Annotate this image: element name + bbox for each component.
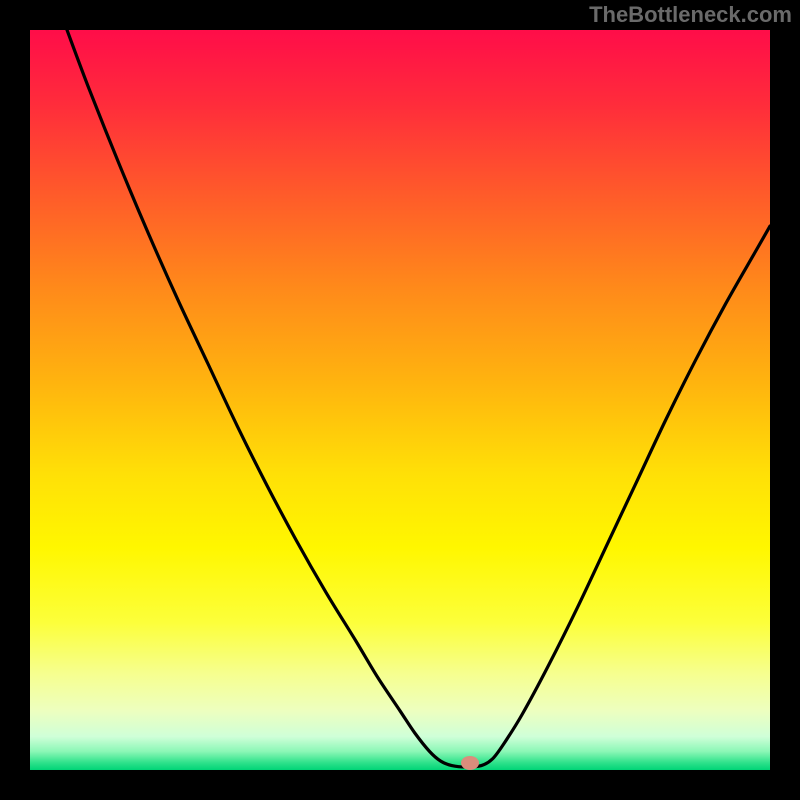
plot-area [30,30,770,770]
chart-frame: TheBottleneck.com [0,0,800,800]
gradient-background [30,30,770,770]
attribution-text: TheBottleneck.com [589,2,792,28]
bottleneck-curve-chart [30,30,770,770]
